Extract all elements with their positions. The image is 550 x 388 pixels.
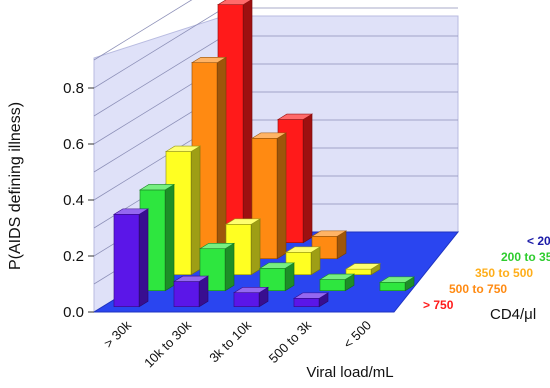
depth-tick-label: 200 to 350 xyxy=(501,250,550,264)
bar xyxy=(112,208,150,308)
x-axis-label: Viral load/mL xyxy=(306,364,393,381)
bars xyxy=(112,0,416,308)
y-tick-label: 0.0 xyxy=(63,304,84,321)
depth-axis-label: CD4/μl xyxy=(490,306,536,323)
x-tick-label: 10k to 30k xyxy=(141,317,194,370)
x-tick-label: > 30k xyxy=(101,317,135,351)
depth-tick-label: 500 to 750 xyxy=(449,282,507,296)
depth-tick-label: 350 to 500 xyxy=(475,266,533,280)
bar xyxy=(318,273,356,292)
x-tick-label: < 500 xyxy=(340,318,374,352)
y-tick-label: 0.2 xyxy=(63,248,84,265)
bar xyxy=(232,286,270,308)
depth-labels: > 750 500 to 750 350 to 500 200 to 350 < 200 xyxy=(423,234,550,312)
y-ticks: 0.0 0.2 0.4 0.6 0.8 xyxy=(63,80,94,321)
y-tick-label: 0.6 xyxy=(63,136,84,153)
bar xyxy=(292,292,330,308)
depth-tick-label: < 200 xyxy=(527,234,550,248)
bar xyxy=(344,263,382,276)
x-tick-label: 500 to 3k xyxy=(266,317,315,366)
bar xyxy=(378,276,416,292)
y-axis-label: P(AIDS defining illness) xyxy=(7,102,24,270)
x-tick-label: 3k to 10k xyxy=(206,317,254,365)
gridline xyxy=(93,0,193,61)
bar xyxy=(198,242,236,292)
y-tick-label: 0.4 xyxy=(63,192,84,209)
depth-tick-label: > 750 xyxy=(423,298,454,312)
bar xyxy=(172,275,210,308)
y-tick-label: 0.8 xyxy=(63,80,84,97)
bar xyxy=(258,262,296,292)
x-ticks: > 30k 10k to 30k 3k to 10k 500 to 3k < 500 xyxy=(101,317,374,370)
